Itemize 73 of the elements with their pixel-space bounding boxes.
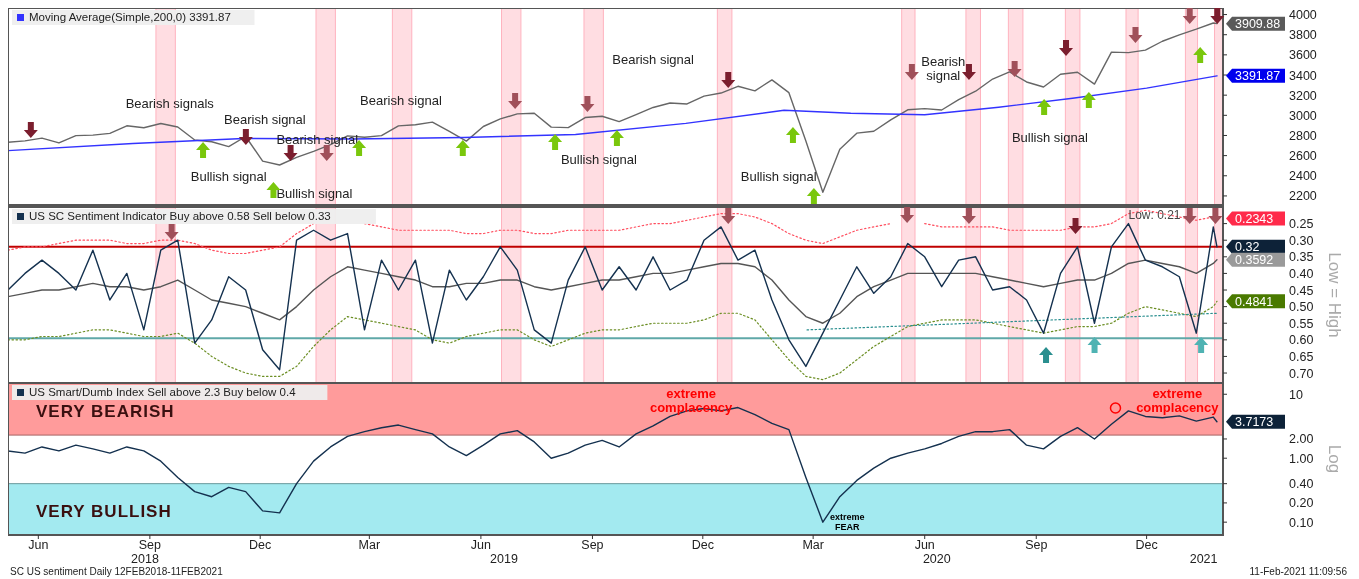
x-tick-label: Jun — [28, 538, 49, 552]
x-tick-label: Sep — [138, 538, 162, 552]
y-tick-label: 0.20 — [1289, 496, 1314, 511]
line-series — [8, 300, 1218, 381]
x-tick-label: Dec — [249, 538, 272, 552]
x-tick-label: Mar — [802, 538, 824, 552]
y-tick-label: 0.60 — [1289, 333, 1314, 348]
annotation: Bearish signal — [612, 51, 695, 67]
annotation: 0.3592 — [1235, 253, 1274, 268]
annotation: extreme complacency — [649, 385, 734, 415]
annotation: 0.32 — [1235, 240, 1260, 255]
y-axis-title: Low = High — [1325, 252, 1344, 338]
y-tick-label: 0.40 — [1289, 477, 1314, 492]
annotation: Bearish signals — [125, 95, 215, 111]
annotation: Bullish signal — [1011, 129, 1088, 145]
annotation: Bullish signal — [740, 168, 817, 184]
annotation: Bullish signal — [276, 185, 353, 201]
annotation: 3.7173 — [1235, 415, 1274, 430]
annotation: Bearish signal — [224, 111, 306, 127]
line-series — [8, 222, 1218, 371]
annotation: 0.4841 — [1235, 294, 1274, 309]
y-tick-label: 10 — [1289, 387, 1303, 402]
x2-tick-label: 2018 — [131, 552, 159, 566]
x-tick-label: Jun — [470, 538, 492, 552]
y-tick-label: 1.00 — [1289, 451, 1314, 466]
annotation: 3909.88 — [1235, 17, 1281, 32]
legend-label: US SC Sentiment Indicator Buy above 0.58 Sell below 0.33 — [29, 210, 331, 222]
y-tick-label: 2200 — [1289, 189, 1317, 204]
annotation: Bearish signal — [360, 92, 442, 108]
annotation: Bullish signal — [190, 168, 267, 184]
text: 11-Feb-2021 11:09:56 — [1249, 566, 1348, 577]
y-axis-title: Log — [1325, 444, 1344, 474]
y-tick-label: 0.65 — [1289, 349, 1314, 364]
x-tick-label: Sep — [581, 538, 604, 552]
annotation: Bearish signal — [921, 53, 966, 83]
y-tick-label: 2.00 — [1289, 432, 1314, 447]
annotation: extreme FEAR — [829, 512, 865, 533]
y-tick-label: 3800 — [1289, 28, 1317, 43]
y-tick-label: 0.10 — [1289, 515, 1314, 530]
annotation: 3391.87 — [1235, 69, 1281, 84]
y-tick-label: 3600 — [1289, 48, 1317, 63]
y-tick-label: 3200 — [1289, 88, 1317, 103]
y-tick-label: 0.40 — [1289, 266, 1314, 281]
y-tick-label: 3400 — [1289, 68, 1317, 83]
y-tick-label: 2600 — [1289, 149, 1317, 164]
annotation: 0.2343 — [1235, 211, 1274, 226]
y-tick-label: 0.45 — [1289, 283, 1314, 298]
text: SC US sentiment Daily 12FEB2018-11FEB2021 — [10, 566, 224, 577]
x2-tick-label: 2020 — [922, 552, 951, 566]
annotation: Low: 0.21 — [1128, 208, 1181, 223]
y-tick-label: 0.50 — [1289, 300, 1314, 315]
annotation: extreme complacency — [1136, 385, 1220, 415]
x-tick-label: Dec — [691, 538, 714, 552]
y-tick-label: 4000 — [1289, 8, 1317, 23]
y-tick-label: 3000 — [1289, 108, 1317, 123]
y-tick-label: 0.25 — [1289, 217, 1314, 232]
y-tick-label: 2800 — [1289, 128, 1317, 143]
y-tick-label: 0.30 — [1289, 233, 1314, 248]
y-tick-label: 0.55 — [1289, 316, 1314, 331]
y-tick-label: 0.35 — [1289, 250, 1314, 265]
band-label: VERY BEARISH — [36, 402, 175, 422]
x-tick-label: Sep — [1025, 538, 1048, 552]
x2-tick-label: 2019 — [490, 552, 518, 566]
legend-label: Moving Average(Simple,200,0) 3391.87 — [29, 11, 231, 23]
x-tick-label: Dec — [1135, 538, 1158, 552]
y-tick-label: 2400 — [1289, 169, 1317, 184]
annotation: Bullish signal — [560, 151, 637, 167]
x-tick-label: Mar — [358, 538, 381, 552]
y-tick-label: 0.70 — [1289, 366, 1314, 381]
band-label: VERY BULLISH — [36, 502, 172, 522]
x-tick-label: Jun — [914, 538, 935, 552]
legend-label: US Smart/Dumb Index Sell above 2.3 Buy below 0.4 — [29, 386, 297, 398]
x2-tick-label: 2021 — [1189, 552, 1218, 566]
